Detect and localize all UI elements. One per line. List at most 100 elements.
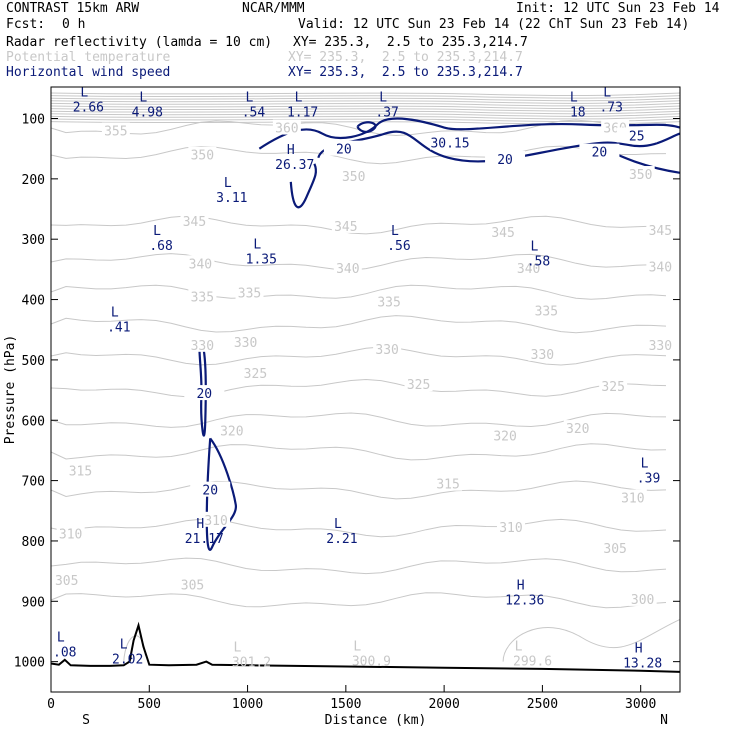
theta-label-bg [186,255,215,271]
wind-extremum-kind: H [635,641,643,656]
wind-extremum-value: 3.11 [216,191,247,206]
theta-label-bg [188,336,217,352]
fcst-label: Fcst: [6,17,46,32]
wind-extremum-value: 13.28 [623,656,662,671]
x-tick-label: 2500 [527,697,558,712]
wind-extremum-value: .08 [53,645,76,660]
y-tick-label: 300 [22,233,45,248]
theta-label-bg [646,336,675,352]
theta-label-bg [202,511,231,527]
theta-label: 310 [621,491,644,506]
x-end-label-left: S [82,713,90,728]
field-xy-theta: XY= 235.3, 2.5 to 235.3,214.7 [288,50,523,65]
wind-contour-label: 20 [196,387,212,402]
theta-line-surface [502,618,681,662]
theta-line-upper [50,115,681,120]
theta-label-bg [618,489,647,505]
wind-extremum-kind: L [531,239,539,254]
theta-extremum-kind: L [353,639,361,654]
theta-line [50,346,667,366]
wind-contour-label: 20 [592,146,608,161]
theta-label-bg [489,223,518,239]
wind-extremum-value: .68 [149,239,172,254]
wind-extremum-value: .54 [242,105,266,120]
wind-contour-label: 30.15 [430,137,469,152]
wind-extremum-kind: L [334,517,342,532]
theta-label-bg [66,462,95,478]
wind-extremum-value: 2.21 [326,532,357,547]
theta-label-bg [601,540,630,556]
theta-line [50,315,667,334]
org-label: NCAR/MMM [242,1,305,16]
wind-extremum-value: 2.02 [112,653,143,668]
theta-label: 320 [566,422,589,437]
x-tick-label: 0 [47,697,55,712]
theta-label-bg [496,519,525,535]
y-axis-label: Pressure (hPa) [3,335,18,445]
wind-extremum-kind: L [111,306,119,321]
x-tick-label: 500 [138,697,161,712]
theta-label: 330 [234,336,257,351]
theta-label: 340 [189,257,212,272]
theta-line-upper [50,108,681,112]
y-tick-label: 200 [22,173,45,188]
theta-label-bg [491,427,520,443]
theta-line [50,557,667,575]
wind-label-bg [485,150,526,166]
theta-label: 335 [535,304,558,319]
x-tick-label: 3000 [625,697,656,712]
wind-extremum-kind: L [379,90,387,105]
theta-label: 345 [491,226,514,241]
theta-label: 315 [69,464,92,479]
wind-label-bg [430,134,471,150]
wind-label-bg [616,127,657,143]
theta-line [50,592,667,609]
theta-label: 360 [275,122,298,137]
wind-extremum-kind: H [517,578,525,593]
wind-extremum-value: 2.66 [73,100,104,115]
theta-label: 335 [191,291,214,306]
wind-extremum-value: 1.35 [246,253,277,268]
theta-contours [50,92,681,662]
wind-extremum-kind: L [246,90,254,105]
theta-label-bg [599,377,628,393]
wind-extremum-value: .37 [375,105,398,120]
theta-line-upper [50,102,681,107]
theta-label-bg [188,288,217,304]
theta-line [50,480,667,500]
theta-label: 330 [375,343,398,358]
theta-label: 310 [59,528,82,543]
fcst-value: 0 h [62,17,86,32]
terrain-layer [50,621,681,673]
wind-extremum-kind: L [391,224,399,239]
theta-extremum-kind: L [515,639,523,654]
field-name-wind: Horizontal wind speed [6,65,171,80]
theta-line [50,284,667,300]
theta-label-bg [231,333,260,349]
theta-extremum-value: 299.6 [513,654,552,669]
field-name-theta: Potential temperature [6,50,171,65]
theta-line [50,145,667,165]
theta-label-bg [188,146,217,162]
theta-line-upper [50,92,681,97]
wind-extremum-kind: L [570,90,578,105]
y-tick-label: 500 [22,354,45,369]
theta-label-bg [514,260,543,276]
wind-label-bg [190,481,231,497]
theta-label-bg [339,167,368,183]
wind-extremum-value: .41 [107,321,130,336]
y-tick-label: 1000 [14,656,45,671]
theta-label: 335 [377,295,400,310]
theta-label: 325 [407,378,430,393]
theta-label: 350 [342,170,365,185]
theta-line [50,378,667,398]
theta-label-bg [52,572,81,588]
theta-label-bg [56,525,85,541]
theta-label-bg [628,590,657,606]
wind-extremum-kind: L [641,457,649,472]
theta-label: 300 [631,593,654,608]
theta-label-bg [235,284,264,300]
wind-contour-line [198,338,207,437]
theta-label-bg [528,345,557,361]
